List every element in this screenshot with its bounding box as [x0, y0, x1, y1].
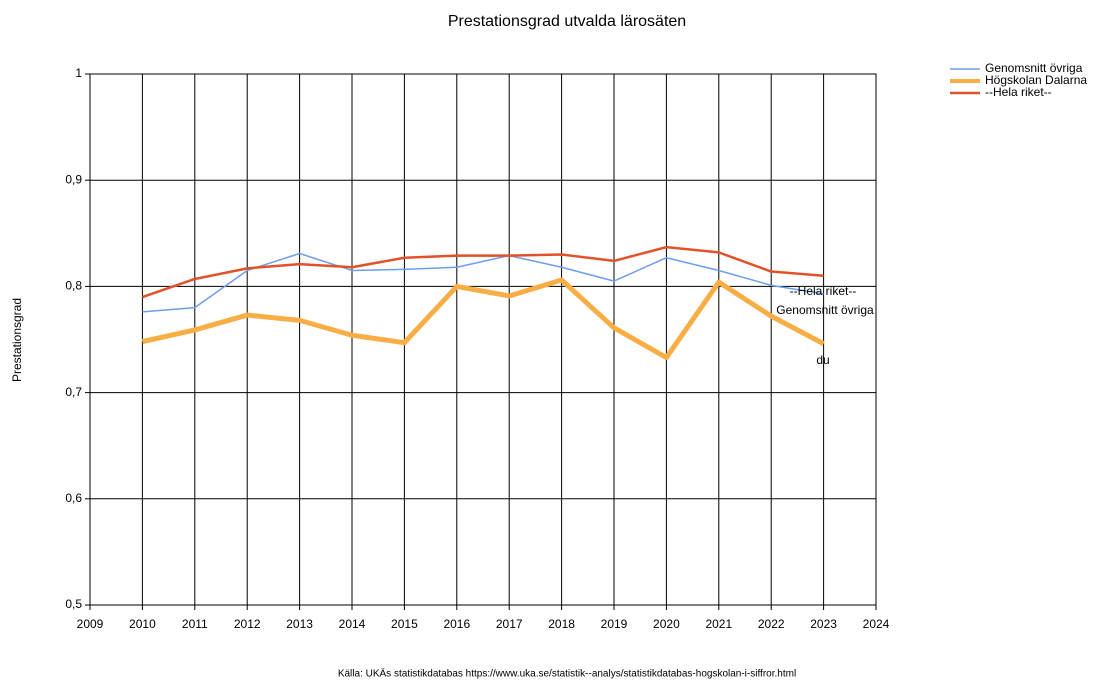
source: Källa: UKÄs statistikdatabas https://www…: [338, 668, 796, 680]
x-tick-label: 2021: [705, 617, 732, 631]
x-tick-label: 2022: [758, 617, 785, 631]
series-line: [141, 245, 824, 299]
x-tick-label: 2016: [443, 617, 470, 631]
y-tick-label: 1: [75, 66, 82, 80]
x-tick-label: 2010: [129, 617, 156, 631]
y-tick-label: 0,6: [65, 491, 82, 505]
y-tick-label: 0,7: [65, 385, 82, 399]
x-tick-label: 2013: [286, 617, 313, 631]
legend-label: Genomsnitt övriga: [985, 61, 1083, 75]
y-tick-label: 0,9: [65, 172, 82, 186]
x-tick-label: 2014: [339, 617, 366, 631]
plot-frame: [89, 73, 877, 606]
series-line: [141, 277, 825, 361]
x-tick-label: 2015: [391, 617, 418, 631]
chart-title: Prestationsgrad utvalda lärosäten: [448, 13, 686, 30]
x-tick-label: 2020: [653, 617, 680, 631]
y-tick-label: 0,5: [65, 597, 82, 611]
x-tick-label: 2009: [77, 617, 104, 631]
legend-label: --Hela riket--: [985, 85, 1052, 99]
annotation: --Hela riket--: [790, 284, 857, 298]
x-tick-label: 2018: [548, 617, 575, 631]
annotation: du: [816, 353, 829, 367]
legend-label: Högskolan Dalarna: [985, 73, 1087, 87]
x-tick-label: 2023: [810, 617, 837, 631]
x-tick-label: 2012: [234, 617, 261, 631]
x-tick-label: 2019: [601, 617, 628, 631]
x-tick-label: 2017: [496, 617, 523, 631]
y-tick-label: 0,8: [65, 279, 82, 293]
x-tick-label: 2024: [863, 617, 890, 631]
annotation: Genomsnitt övriga: [776, 303, 874, 317]
y-axis-label: Prestationsgrad: [10, 298, 24, 382]
x-tick-label: 2011: [182, 617, 208, 631]
